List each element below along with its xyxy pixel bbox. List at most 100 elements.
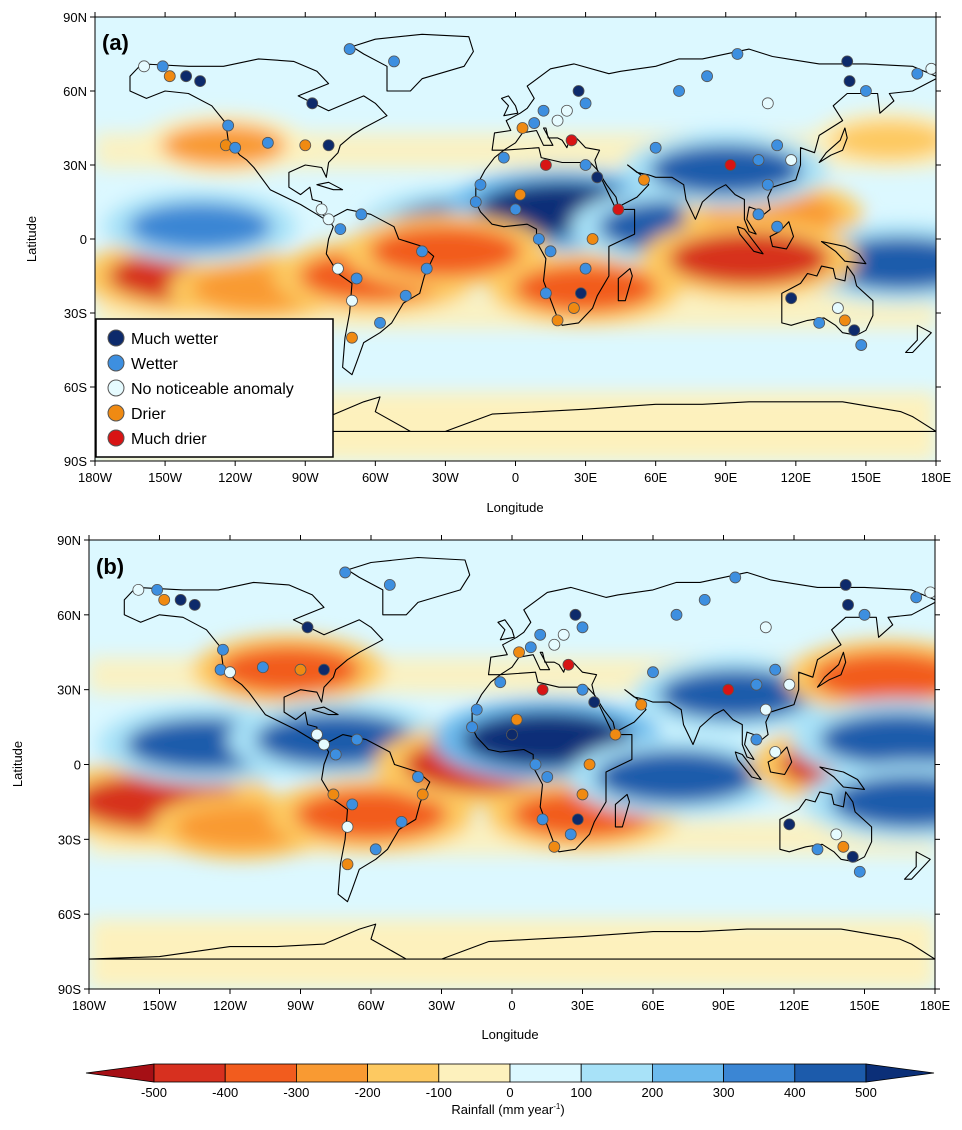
- station-marker: [858, 608, 871, 621]
- colorbar-tick-label: -200: [355, 1085, 381, 1100]
- lon-tick-label: 120W: [218, 470, 253, 485]
- station-marker: [588, 696, 601, 709]
- station-marker: [769, 746, 782, 758]
- legend: Much wetter Wetter No noticeable anomaly Dr…: [95, 318, 334, 458]
- station-marker: [516, 122, 529, 134]
- colorbar: -500 -400 -300 -200 -100 0 100 200 300 400 500 Rai…: [85, 1063, 935, 1117]
- coastline-uk: [497, 619, 515, 641]
- colorbar-cell: [367, 1063, 440, 1083]
- station-marker: [759, 703, 772, 716]
- station-marker: [222, 119, 235, 132]
- station-marker: [571, 813, 584, 826]
- station-marker: [261, 136, 274, 149]
- station-marker: [412, 771, 424, 783]
- anomaly-region: [668, 232, 830, 286]
- colorbar-cell: [224, 1063, 297, 1083]
- station-marker: [510, 713, 523, 726]
- station-marker: [635, 698, 648, 711]
- station-marker: [395, 815, 408, 828]
- lat-tick-label: 90N: [63, 10, 87, 25]
- legend-marker: [107, 404, 125, 422]
- lat-tick-label: 0: [80, 232, 87, 247]
- station-marker: [509, 203, 522, 216]
- anomaly-region: [255, 712, 417, 767]
- station-marker: [470, 703, 483, 716]
- station-marker: [576, 621, 589, 634]
- station-marker: [572, 85, 585, 97]
- station-marker: [332, 262, 344, 275]
- station-marker: [355, 208, 368, 221]
- station-marker: [724, 159, 737, 171]
- colorbar-cell: [295, 1063, 368, 1083]
- lon-tick-label: 120E: [781, 470, 812, 485]
- station-marker: [911, 67, 924, 80]
- station-marker: [343, 43, 356, 55]
- station-marker: [513, 646, 525, 659]
- station-marker: [783, 678, 796, 691]
- station-marker: [466, 721, 478, 733]
- station-marker: [497, 151, 510, 164]
- station-marker: [374, 316, 386, 329]
- lon-tick-label: 90W: [292, 470, 319, 485]
- lon-tick-label: 60E: [644, 470, 667, 485]
- station-marker: [224, 666, 236, 679]
- coastline-madagascar: [617, 268, 633, 302]
- colorbar-cell: [580, 1063, 653, 1083]
- station-marker: [174, 593, 187, 606]
- coastline-new-guinea: [820, 240, 867, 265]
- station-marker: [839, 579, 852, 591]
- station-marker: [842, 598, 854, 611]
- station-marker: [341, 858, 354, 871]
- station-marker: [673, 85, 685, 97]
- station-marker: [568, 302, 580, 314]
- station-marker: [731, 48, 744, 60]
- station-marker: [729, 571, 742, 584]
- station-marker: [586, 233, 599, 245]
- station-marker: [399, 289, 412, 302]
- station-marker: [327, 788, 340, 801]
- station-marker: [771, 139, 784, 152]
- station-marker: [562, 658, 575, 671]
- lon-tick-label: 30W: [428, 998, 455, 1013]
- station-marker: [229, 141, 242, 154]
- station-marker: [752, 154, 765, 166]
- station-marker: [925, 62, 936, 75]
- colorbar-tick-label: 100: [570, 1085, 592, 1100]
- legend-item-label: Wetter: [131, 356, 179, 373]
- colorbar-tick-label: -500: [141, 1085, 167, 1100]
- colorbar-tick-label: 400: [784, 1085, 806, 1100]
- lon-tick-label: 60W: [362, 470, 389, 485]
- station-marker: [551, 114, 564, 127]
- station-marker: [541, 771, 554, 783]
- anomaly-region: [819, 712, 935, 767]
- station-marker: [576, 683, 589, 696]
- station-marker: [416, 788, 429, 801]
- station-marker: [138, 60, 150, 73]
- station-marker: [551, 314, 564, 327]
- station-marker: [369, 843, 382, 856]
- panel-b-ylabel: Latitude: [10, 741, 25, 787]
- station-marker: [647, 666, 659, 679]
- station-marker: [698, 593, 711, 606]
- station-marker: [194, 75, 207, 88]
- station-marker: [569, 608, 582, 621]
- lat-tick-label: 60S: [64, 380, 87, 395]
- coastline-greenland: [346, 556, 471, 616]
- station-marker: [341, 820, 354, 833]
- colorbar-cell: [794, 1063, 867, 1083]
- station-marker: [524, 641, 537, 654]
- panel-a-xlabel: Longitude: [486, 500, 543, 515]
- legend-marker: [107, 379, 125, 397]
- anomaly-region: [812, 652, 935, 703]
- station-marker: [830, 828, 843, 841]
- coastline-africa: [471, 671, 633, 853]
- station-marker: [318, 663, 330, 676]
- coastline-cuba: [311, 706, 339, 716]
- lat-tick-label: 90S: [64, 454, 87, 469]
- lon-tick-label: 180E: [920, 998, 951, 1013]
- station-marker: [670, 608, 683, 621]
- lon-tick-label: 90W: [287, 998, 314, 1013]
